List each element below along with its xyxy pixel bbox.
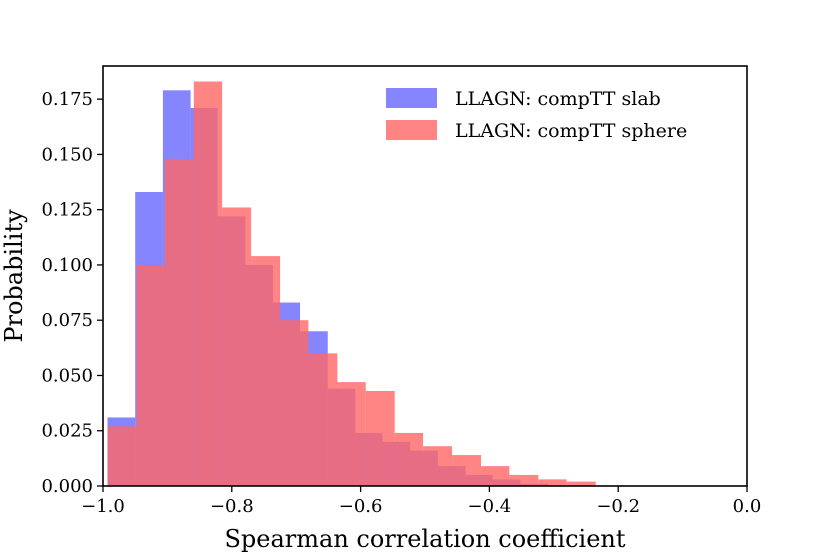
histogram-bar bbox=[481, 466, 510, 486]
legend-label-slab: LLAGN: compTT slab bbox=[455, 88, 661, 110]
histogram-bar bbox=[193, 81, 223, 486]
x-tick-label: −0.8 bbox=[210, 496, 254, 517]
histogram-bar bbox=[136, 264, 165, 486]
y-tick-label: 0.025 bbox=[41, 421, 93, 442]
legend-swatch-sphere bbox=[386, 120, 437, 140]
histogram-bar bbox=[164, 158, 194, 486]
x-tick-label: −0.2 bbox=[596, 496, 640, 517]
y-tick-label: 0.175 bbox=[41, 89, 93, 110]
histogram-bars bbox=[107, 81, 596, 486]
x-tick-label: −1.0 bbox=[81, 496, 125, 517]
histogram-bar bbox=[251, 256, 281, 486]
x-tick-label: 0.0 bbox=[733, 496, 762, 517]
histogram-bar bbox=[337, 382, 366, 486]
y-tick-label: 0.150 bbox=[41, 144, 93, 165]
plot-frame bbox=[102, 65, 748, 487]
y-axis-title: Probability bbox=[0, 209, 28, 343]
histogram-bar bbox=[452, 455, 482, 486]
x-axis-title: Spearman correlation coefficient bbox=[224, 525, 625, 553]
y-tick-label: 0.125 bbox=[41, 200, 93, 221]
histogram-bar bbox=[566, 481, 596, 486]
histogram-bar bbox=[308, 353, 338, 486]
histogram-bar bbox=[538, 479, 567, 486]
y-axis: 0.000 0.025 0.050 0.075 0.100 0.125 0.150 0.175 bbox=[41, 89, 103, 497]
legend-label-sphere: LLAGN: compTT sphere bbox=[455, 120, 687, 142]
y-tick-label: 0.075 bbox=[41, 310, 93, 331]
x-axis: −1.0 −0.8 −0.6 −0.4 −0.2 0.0 bbox=[81, 486, 761, 517]
series-sphere bbox=[107, 81, 596, 486]
histogram-bar bbox=[509, 474, 539, 486]
legend: LLAGN: compTT slab LLAGN: compTT sphere bbox=[386, 88, 687, 142]
y-tick-label: 0.100 bbox=[41, 255, 93, 276]
x-tick-label: −0.6 bbox=[339, 496, 383, 517]
y-tick-label: 0.050 bbox=[41, 365, 93, 386]
x-tick-label: −0.4 bbox=[468, 496, 512, 517]
histogram-bar bbox=[280, 320, 309, 486]
histogram-bar bbox=[107, 426, 137, 486]
histogram-bar bbox=[222, 207, 252, 486]
y-tick-label: 0.000 bbox=[41, 476, 93, 497]
histogram-bar bbox=[394, 432, 424, 486]
histogram-bar bbox=[365, 390, 395, 486]
legend-swatch-slab bbox=[386, 88, 437, 108]
histogram-bar bbox=[423, 446, 453, 486]
